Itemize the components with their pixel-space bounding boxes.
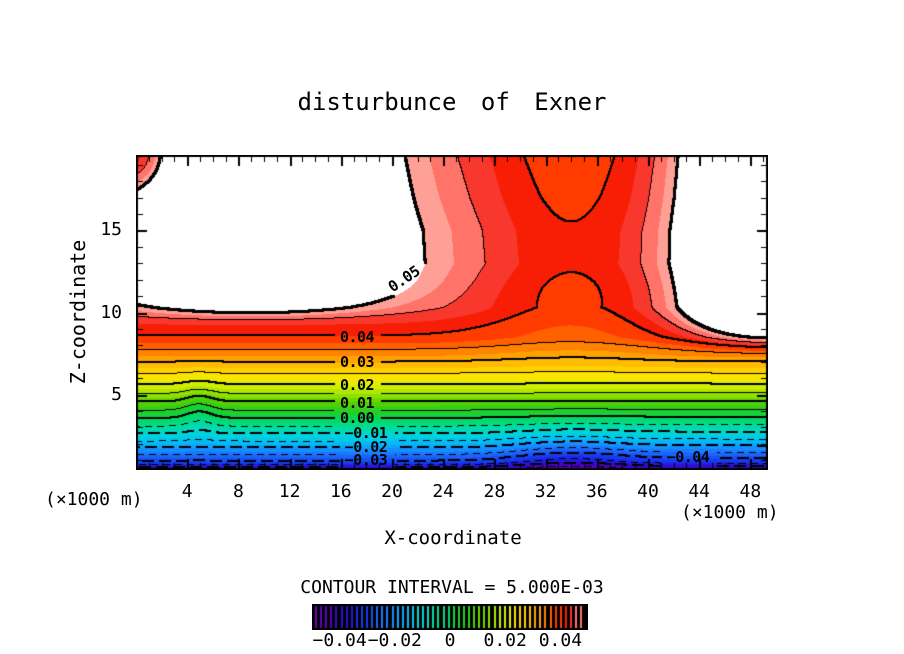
z-tick-label: 5 [111,383,122,405]
contour-value-label: −0.04 [666,448,710,466]
colorbar-tick-label: −0.04 [312,630,367,651]
z-tick-label: 15 [100,219,122,241]
colorbar-tick-label: 0.04 [538,630,583,651]
colorbar-tick-label: 0.02 [483,630,527,651]
x-axis-title: X-coordinate [384,527,522,549]
x-tick-label: 48 [739,481,762,502]
chart-title: disturbunce of Exner [297,88,607,116]
x-tick-label: 32 [534,481,557,502]
contour-value-label: 0.00 [339,409,375,427]
x-tick-label: 44 [688,481,711,502]
contour-value-label: −0.03 [344,451,388,469]
x-tick-label: 36 [585,481,608,502]
z-tick-label: 10 [100,301,122,323]
colorbar-canvas [312,604,588,630]
x-tick-label: 24 [432,481,455,502]
contour-value-label: 0.02 [339,376,375,394]
contour-value-label: 0.04 [339,328,375,346]
x-axis-unit-label: (×1000 m) [681,502,779,523]
contour-value-label: −0.01 [344,424,388,442]
contour-interval-label: CONTOUR INTERVAL = 5.000E-03 [300,577,604,598]
x-tick-label: 20 [381,481,403,502]
colorbar-tick-label: −0.02 [367,630,422,651]
x-tick-label: 40 [637,481,659,502]
contour-value-label: 0.01 [339,394,375,412]
x-tick-label: 12 [278,481,301,502]
z-axis-unit-label: (×1000 m) [45,489,143,510]
x-tick-label: 4 [181,481,193,502]
x-tick-label: 16 [329,481,352,502]
colorbar-tick-label: 0 [444,630,456,651]
x-tick-label: 8 [232,481,244,502]
contour-plot-canvas [136,155,768,470]
contour-value-label: 0.03 [339,353,375,371]
contour-value-label: −0.02 [344,438,388,456]
x-tick-label: 28 [483,481,506,502]
